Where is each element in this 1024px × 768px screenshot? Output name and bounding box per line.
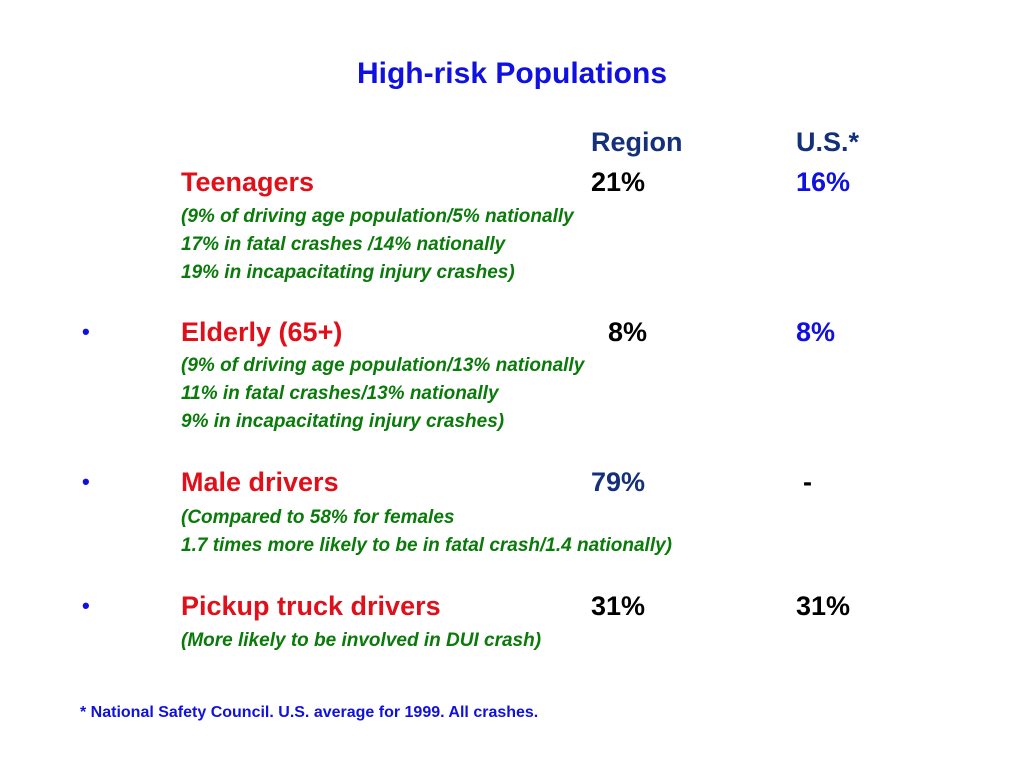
row-note-pickup-truck-drivers-1: (More likely to be involved in DUI crash… [181, 630, 542, 651]
row-label-male-drivers: Male drivers [181, 467, 339, 497]
row-note-elderly-3: 9% in incapacitating injury crashes) [181, 411, 505, 432]
row-region-value-elderly: 8% [608, 317, 648, 347]
row-region-value-male-drivers: 79% [591, 467, 646, 497]
row-note-elderly-2: 11% in fatal crashes/13% nationally [181, 383, 499, 404]
row-note-teenagers-1: (9% of driving age population/5% nationa… [181, 206, 574, 227]
column-header-us: U.S.* [796, 127, 860, 157]
row-note-teenagers-2: 17% in fatal crashes /14% nationally [181, 234, 506, 255]
row-label-elderly: Elderly (65+) [181, 317, 343, 347]
row-us-value-pickup-truck-drivers: 31% [796, 591, 851, 621]
bullet-pickup-truck-drivers: • [82, 593, 90, 618]
bullet-elderly: • [82, 319, 90, 344]
footnote: * National Safety Council. U.S. average … [80, 704, 539, 721]
row-label-teenagers: Teenagers [181, 167, 315, 197]
row-label-pickup-truck-drivers: Pickup truck drivers [181, 591, 441, 621]
page-title: High-risk Populations [356, 57, 668, 90]
row-us-value-male-drivers: - [803, 467, 812, 497]
row-note-male-drivers-1: (Compared to 58% for females [181, 507, 455, 528]
bullet-male-drivers: • [82, 469, 90, 494]
row-us-value-teenagers: 16% [796, 167, 851, 197]
row-us-value-elderly: 8% [796, 317, 836, 347]
row-region-value-teenagers: 21% [591, 167, 646, 197]
row-note-male-drivers-2: 1.7 times more likely to be in fatal cra… [181, 535, 673, 556]
row-region-value-pickup-truck-drivers: 31% [591, 591, 646, 621]
row-note-teenagers-3: 19% in incapacitating injury crashes) [181, 262, 515, 283]
row-note-elderly-1: (9% of driving age population/13% nation… [181, 355, 585, 376]
column-header-region: Region [591, 127, 683, 157]
